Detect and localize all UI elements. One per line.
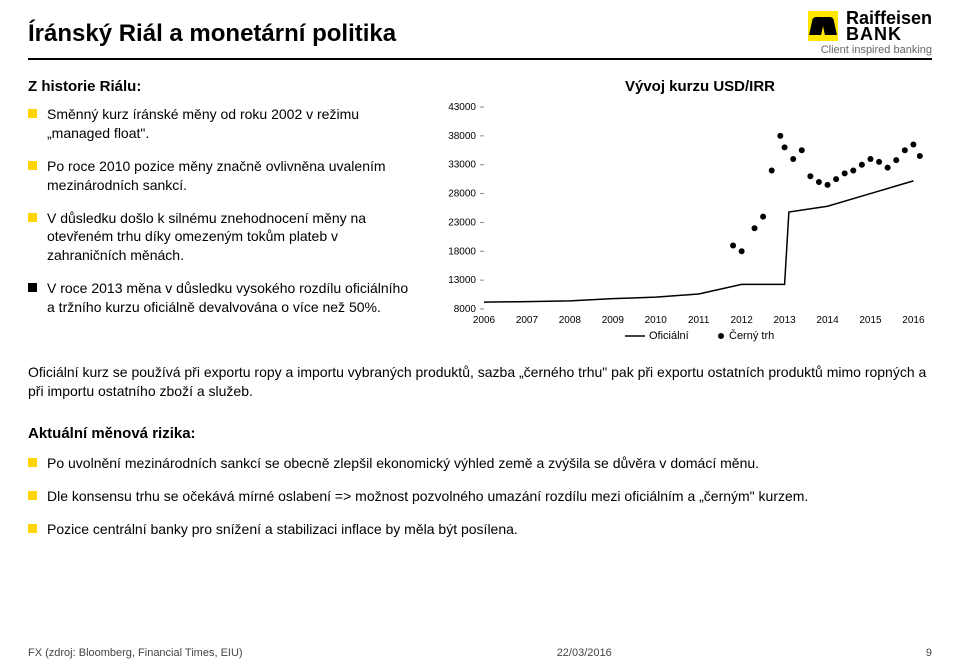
svg-text:2015: 2015 bbox=[859, 315, 882, 326]
footer-page: 9 bbox=[926, 647, 932, 659]
risk-bullet: Po uvolnění mezinárodních sankcí se obec… bbox=[28, 454, 932, 473]
bullet-text: Po uvolnění mezinárodních sankcí se obec… bbox=[47, 454, 759, 473]
footer-date: 22/03/2016 bbox=[557, 647, 612, 659]
bullet-text: Dle konsensu trhu se očekává mírné oslab… bbox=[47, 487, 808, 506]
mid-note: Oficiální kurz se používá při exportu ro… bbox=[28, 363, 932, 401]
svg-text:2010: 2010 bbox=[645, 315, 668, 326]
bullet-marker-icon bbox=[28, 109, 37, 118]
bullet-marker-icon bbox=[28, 213, 37, 222]
risk-bullet: Dle konsensu trhu se očekává mírné oslab… bbox=[28, 487, 932, 506]
slide: Raiffeisen BANK Client inspired banking … bbox=[0, 0, 960, 667]
chart-column: Vývoj kurzu USD/IRR 8000 13000 18000 23000 2… bbox=[438, 78, 932, 351]
bullet-marker-icon bbox=[28, 283, 37, 292]
svg-text:28000: 28000 bbox=[448, 189, 476, 200]
svg-text:2013: 2013 bbox=[773, 315, 796, 326]
history-bullet: Po roce 2010 pozice měny značně ovlivněn… bbox=[28, 157, 418, 195]
svg-text:2009: 2009 bbox=[602, 315, 625, 326]
svg-text:33000: 33000 bbox=[448, 160, 476, 171]
bullet-marker-icon bbox=[28, 524, 37, 533]
svg-text:2008: 2008 bbox=[559, 315, 582, 326]
svg-text:2014: 2014 bbox=[816, 315, 839, 326]
svg-text:2011: 2011 bbox=[688, 315, 710, 326]
history-heading: Z historie Riálu: bbox=[28, 78, 418, 95]
chart-title: Vývoj kurzu USD/IRR bbox=[468, 78, 932, 95]
bullet-text: V roce 2013 měna v důsledku vysokého roz… bbox=[47, 279, 418, 317]
svg-text:43000: 43000 bbox=[448, 102, 476, 113]
footer: FX (zdroj: Bloomberg, Financial Times, E… bbox=[28, 647, 932, 659]
history-column: Z historie Riálu: Směnný kurz íránské mě… bbox=[28, 78, 418, 351]
logo-name-2: BANK bbox=[846, 26, 932, 42]
bullet-text: V důsledku došlo k silnému znehodnocení … bbox=[47, 209, 418, 266]
svg-text:Černý trh: Černý trh bbox=[729, 329, 774, 342]
title-rule bbox=[28, 58, 932, 60]
history-bullet: V roce 2013 měna v důsledku vysokého roz… bbox=[28, 279, 418, 317]
content-row: Z historie Riálu: Směnný kurz íránské mě… bbox=[28, 78, 932, 351]
usd-irr-chart: 8000 13000 18000 23000 28000 33000 38000 43000 2… bbox=[438, 101, 928, 351]
bullet-text: Pozice centrální banky pro snížení a sta… bbox=[47, 520, 518, 539]
svg-text:8000: 8000 bbox=[454, 304, 477, 315]
bullet-marker-icon bbox=[28, 161, 37, 170]
history-bullet: Směnný kurz íránské měny od roku 2002 v … bbox=[28, 105, 418, 143]
raiffeisen-logo-icon bbox=[808, 11, 838, 41]
footer-source: FX (zdroj: Bloomberg, Financial Times, E… bbox=[28, 647, 243, 659]
svg-text:2016: 2016 bbox=[902, 315, 925, 326]
bullet-text: Směnný kurz íránské měny od roku 2002 v … bbox=[47, 105, 418, 143]
svg-text:2006: 2006 bbox=[473, 315, 496, 326]
bullet-marker-icon bbox=[28, 491, 37, 500]
history-bullet: V důsledku došlo k silnému znehodnocení … bbox=[28, 209, 418, 266]
svg-text:Oficiální: Oficiální bbox=[649, 330, 689, 342]
bullet-text: Po roce 2010 pozice měny značně ovlivněn… bbox=[47, 157, 418, 195]
logo: Raiffeisen BANK Client inspired banking bbox=[808, 10, 932, 56]
svg-text:2007: 2007 bbox=[516, 315, 539, 326]
svg-text:18000: 18000 bbox=[448, 246, 476, 257]
svg-text:38000: 38000 bbox=[448, 131, 476, 142]
svg-text:2012: 2012 bbox=[731, 315, 754, 326]
svg-text:23000: 23000 bbox=[448, 217, 476, 228]
risks-heading: Aktuální měnová rizika: bbox=[28, 425, 932, 442]
bullet-marker-icon bbox=[28, 458, 37, 467]
page-title: Íránský Riál a monetární politika bbox=[28, 20, 932, 58]
risk-bullet: Pozice centrální banky pro snížení a sta… bbox=[28, 520, 932, 539]
svg-text:13000: 13000 bbox=[448, 275, 476, 286]
logo-tagline: Client inspired banking bbox=[808, 44, 932, 56]
chart-svg: 8000 13000 18000 23000 28000 33000 38000 43000 2… bbox=[438, 101, 928, 351]
